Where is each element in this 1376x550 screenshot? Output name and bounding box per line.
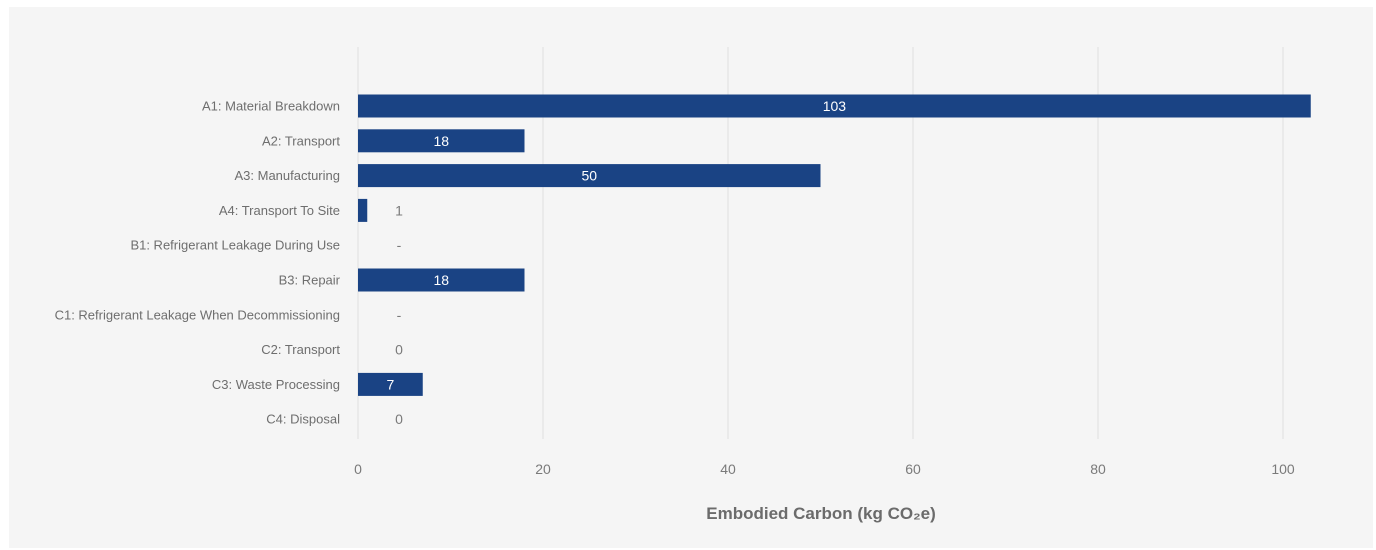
x-tick-label: 20 — [535, 461, 551, 477]
x-tick-label: 40 — [720, 461, 736, 477]
category-label: A3: Manufacturing — [234, 168, 340, 183]
x-axis-ticks: 0 20 40 60 80 100 — [354, 461, 1295, 477]
bar — [358, 372, 423, 396]
x-tick-label: 100 — [1271, 461, 1295, 477]
category-label: A1: Material Breakdown — [202, 99, 340, 114]
data-label: 18 — [433, 133, 449, 149]
bars — [358, 94, 1311, 396]
bar — [358, 129, 525, 153]
category-label: C1: Refrigerant Leakage When Decommissio… — [55, 307, 340, 322]
category-label: C2: Transport — [261, 342, 340, 357]
chart-panel: A1: Material Breakdown A2: Transport A3: M… — [9, 7, 1373, 548]
category-label: A4: Transport To Site — [219, 203, 340, 218]
data-label: - — [397, 307, 402, 323]
x-tick-label: 80 — [1090, 461, 1106, 477]
x-tick-label: 60 — [905, 461, 921, 477]
category-label: C4: Disposal — [266, 412, 340, 427]
category-label: B3: Repair — [279, 273, 341, 288]
bar — [358, 268, 525, 292]
data-label: 0 — [395, 342, 403, 358]
category-label: B1: Refrigerant Leakage During Use — [130, 238, 340, 253]
category-label: C3: Waste Processing — [212, 377, 340, 392]
data-label: 50 — [581, 168, 597, 184]
bar — [358, 94, 1311, 118]
x-axis-title: Embodied Carbon (kg CO₂e) — [706, 504, 936, 523]
category-labels: A1: Material Breakdown A2: Transport A3: M… — [55, 99, 341, 427]
x-tick-label: 0 — [354, 461, 362, 477]
data-label: 18 — [433, 272, 449, 288]
data-label: 0 — [395, 411, 403, 427]
bar-chart: A1: Material Breakdown A2: Transport A3: M… — [55, 47, 1311, 523]
category-label: A2: Transport — [262, 133, 340, 148]
data-label: 103 — [823, 98, 847, 114]
data-label: 1 — [395, 202, 403, 218]
data-labels: 103 18 50 1 - 18 - 0 7 0 — [386, 98, 846, 427]
data-label: 7 — [386, 376, 394, 392]
bar — [358, 164, 821, 188]
bar — [358, 198, 368, 222]
data-label: - — [397, 237, 402, 253]
